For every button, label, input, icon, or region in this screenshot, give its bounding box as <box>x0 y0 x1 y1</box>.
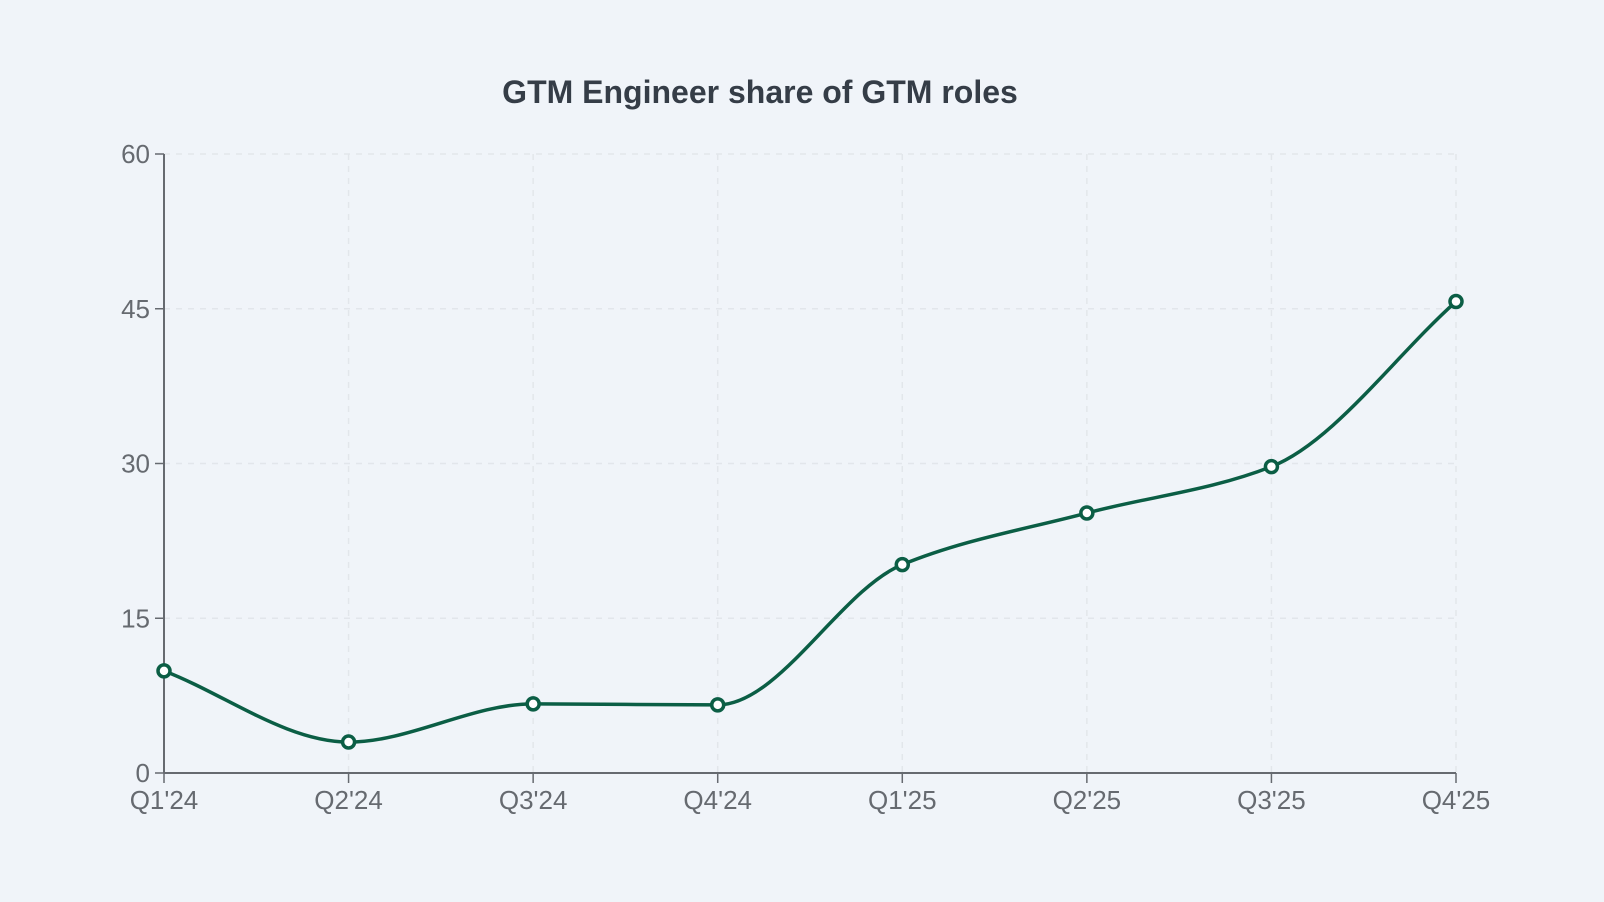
x-tick-label: Q3'25 <box>1237 785 1306 815</box>
y-tick-label: 0 <box>136 758 150 788</box>
axes: 0 15 30 45 60 Q1'24 Q2'24 Q3'24 Q4'24 Q1'25 Q2'25 Q… <box>121 139 1490 815</box>
data-point <box>1079 505 1095 521</box>
series-line <box>163 300 1458 744</box>
y-tick-label: 15 <box>121 603 150 633</box>
x-tick-label: Q1'25 <box>868 785 937 815</box>
y-tick-label: 60 <box>121 139 150 169</box>
x-tick-label: Q4'24 <box>683 785 752 815</box>
data-point <box>156 663 172 679</box>
x-tick-label: Q1'24 <box>130 785 199 815</box>
x-tick-label: Q4'25 <box>1422 785 1491 815</box>
data-point <box>1263 458 1280 475</box>
data-point <box>894 556 911 573</box>
x-tick-label: Q2'25 <box>1053 785 1122 815</box>
grid <box>164 153 1457 773</box>
x-tick-label: Q3'24 <box>499 785 568 815</box>
data-point <box>525 696 541 712</box>
y-tick-label: 45 <box>121 294 150 324</box>
data-point <box>1448 293 1464 310</box>
data-point <box>709 697 726 713</box>
data-point <box>340 734 357 750</box>
y-tick-label: 30 <box>121 449 150 479</box>
x-tick-label: Q2'24 <box>314 785 383 815</box>
series <box>156 293 1464 750</box>
chart-title: GTM Engineer share of GTM roles <box>502 74 1018 110</box>
